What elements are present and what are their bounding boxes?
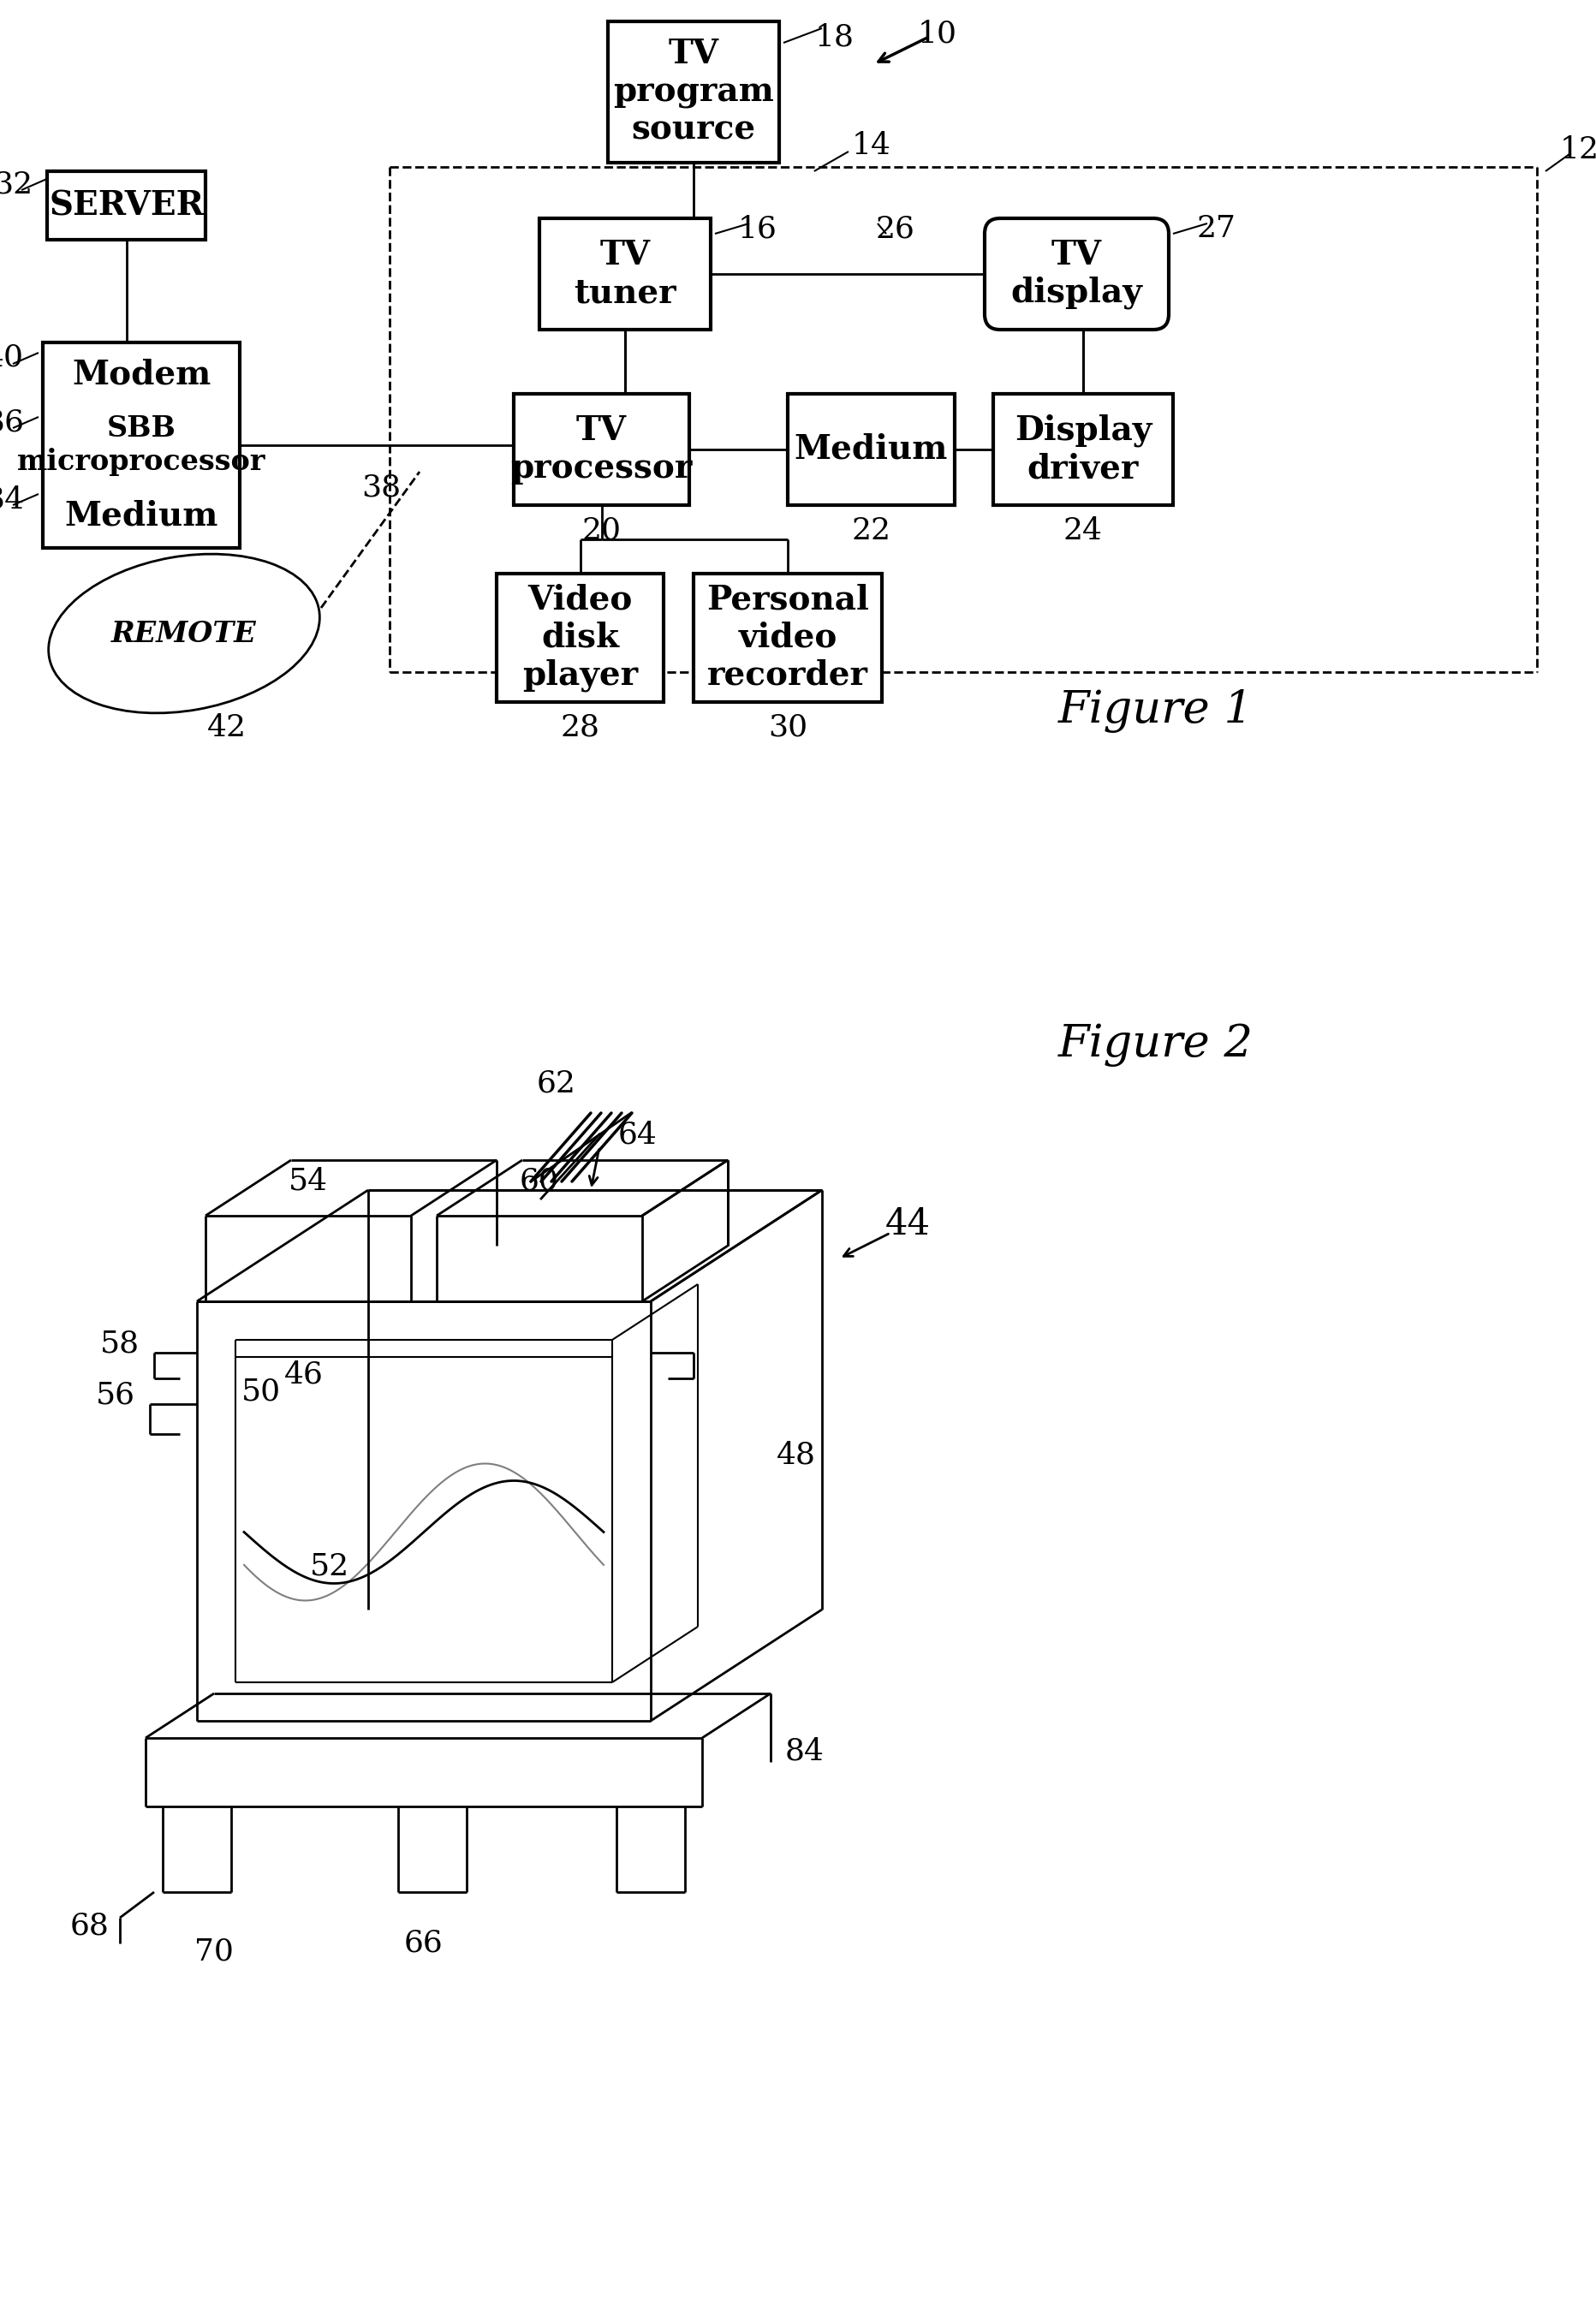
Text: 36: 36 [0, 407, 24, 438]
Text: Modem: Modem [72, 359, 211, 391]
Text: TV
processor: TV processor [511, 414, 693, 484]
Text: TV
tuner: TV tuner [573, 238, 675, 310]
Text: 60: 60 [520, 1167, 559, 1197]
Text: TV
program
source: TV program source [613, 37, 774, 146]
Text: Video
disk
player: Video disk player [522, 583, 637, 692]
Text: 30: 30 [768, 713, 808, 743]
Text: Medium: Medium [64, 500, 219, 532]
Text: 64: 64 [618, 1120, 658, 1148]
Text: 20: 20 [581, 516, 621, 546]
Text: TV
display: TV display [1010, 238, 1143, 310]
Text: 42: 42 [207, 713, 246, 743]
Text: 54: 54 [289, 1167, 327, 1197]
Text: 24: 24 [1063, 516, 1103, 546]
FancyBboxPatch shape [985, 218, 1168, 329]
Text: 10: 10 [918, 21, 956, 49]
Text: 66: 66 [404, 1928, 444, 1958]
Bar [993, 394, 1173, 505]
Text: 28: 28 [560, 713, 600, 743]
Text: 50: 50 [241, 1377, 281, 1405]
Bar [496, 574, 664, 701]
Text: 40: 40 [0, 343, 24, 373]
Bar [539, 218, 710, 329]
Bar [43, 343, 239, 549]
Text: 14: 14 [851, 132, 891, 160]
Text: SBB
microprocessor: SBB microprocessor [18, 414, 265, 475]
Ellipse shape [48, 553, 319, 713]
Text: 34: 34 [0, 484, 24, 514]
Text: 16: 16 [737, 213, 777, 243]
Text: 27: 27 [1195, 213, 1235, 243]
Text: 62: 62 [536, 1070, 576, 1097]
Text: 26: 26 [875, 213, 915, 243]
Text: 18: 18 [814, 23, 854, 51]
Text: Figure 1: Figure 1 [1058, 690, 1253, 732]
Text: 44: 44 [884, 1206, 930, 1243]
Text: 46: 46 [284, 1359, 324, 1389]
Text: 48: 48 [776, 1440, 816, 1470]
Bar [514, 394, 689, 505]
Bar [46, 171, 206, 241]
Text: SERVER: SERVER [49, 190, 204, 222]
Text: Medium: Medium [793, 433, 948, 465]
Text: Display
driver: Display driver [1013, 414, 1151, 484]
Text: 68: 68 [70, 1912, 110, 1940]
Text: 38: 38 [361, 475, 401, 502]
Text: 32: 32 [0, 169, 32, 199]
Text: REMOTE: REMOTE [112, 620, 257, 648]
Bar [608, 21, 779, 162]
Text: 22: 22 [851, 516, 891, 546]
Bar [787, 394, 954, 505]
Text: Figure 2: Figure 2 [1058, 1023, 1253, 1067]
Text: 12: 12 [1559, 134, 1596, 164]
Text: Personal
video
recorder: Personal video recorder [705, 583, 868, 692]
Bar [693, 574, 881, 701]
Text: 70: 70 [195, 1938, 233, 1965]
Text: 58: 58 [101, 1329, 139, 1359]
Text: 56: 56 [96, 1382, 136, 1410]
Text: 52: 52 [310, 1551, 350, 1581]
Text: 84: 84 [785, 1736, 824, 1766]
